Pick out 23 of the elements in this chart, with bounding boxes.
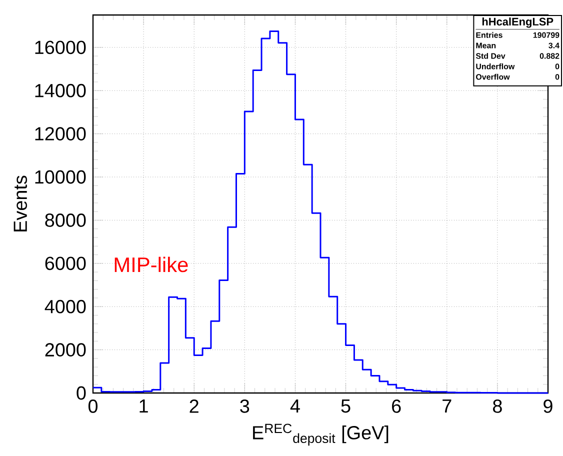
- y-tick-label: 10000: [35, 170, 86, 184]
- x-axis-title: E$^{REC}$$_{deposit}$ [GeV]: [253, 424, 388, 446]
- annotation: MIP-like: [114, 256, 188, 272]
- y-tick-label: 8000: [45, 213, 86, 227]
- y-tick-label: 14000: [35, 84, 86, 98]
- x-tick-label: 9: [544, 400, 552, 413]
- x-tick-label: 5: [341, 400, 350, 413]
- x-tick-label: 1: [140, 400, 148, 413]
- y-tick-label: 12000: [35, 127, 86, 140]
- annotation: hHcalEngLSP: [482, 17, 554, 28]
- x-tick-label: 7: [442, 400, 452, 413]
- x-tick-label: 0: [88, 400, 98, 413]
- y-tick-label: 2000: [45, 343, 86, 357]
- x-tick-label: 2: [190, 400, 198, 413]
- x-tick-label: 6: [392, 400, 401, 413]
- y-tick-label: 0: [76, 386, 86, 400]
- y-tick-label: 4000: [44, 300, 86, 314]
- y-tick-label: 16000: [35, 40, 86, 54]
- y-tick-label: 6000: [45, 256, 86, 270]
- x-tick-label: 8: [493, 400, 502, 413]
- x-tick-label: 3: [240, 400, 250, 413]
- x-tick-label: 4: [290, 400, 300, 413]
- y-axis-title: Events: [14, 176, 28, 232]
